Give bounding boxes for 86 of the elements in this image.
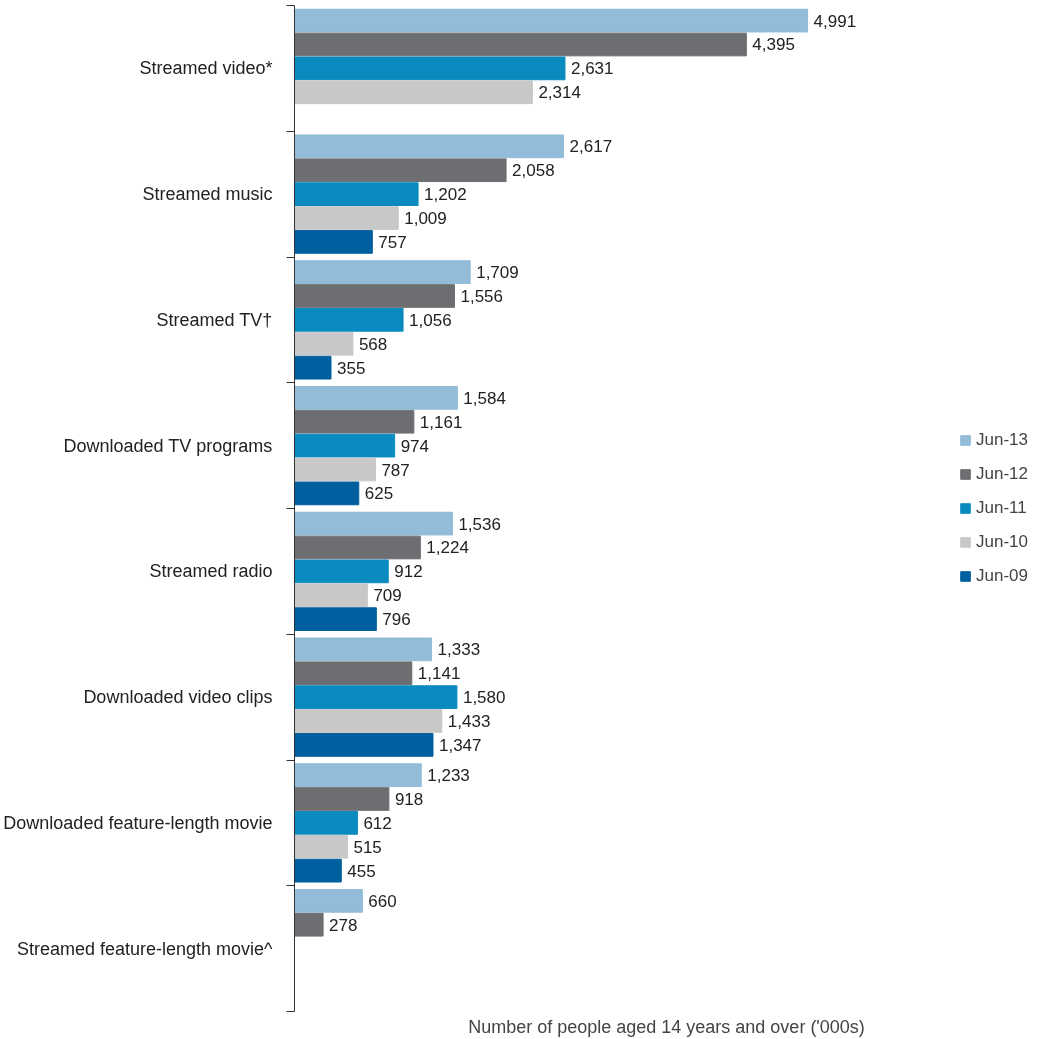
- bar: [294, 834, 348, 859]
- legend-label: Jun-11: [976, 498, 1027, 518]
- bar: [294, 284, 455, 308]
- data-label: 1,536: [458, 514, 501, 534]
- y-tick-label: Downloaded feature-length movie: [3, 812, 273, 833]
- x-axis-title: Number of people aged 14 years and over ('000s): [468, 1016, 865, 1037]
- data-label: 1,347: [438, 735, 482, 755]
- y-tick-label: Streamed TV†: [156, 309, 273, 330]
- data-label: 918: [394, 789, 424, 809]
- bar: [294, 481, 360, 506]
- data-label: 625: [364, 484, 394, 504]
- bar: [294, 260, 471, 284]
- data-label: 757: [378, 232, 407, 252]
- y-tick-label: Downloaded TV programs: [63, 435, 273, 456]
- data-label: 1,233: [427, 766, 470, 786]
- bar: [294, 811, 358, 835]
- bar: [294, 206, 399, 230]
- bar: [294, 583, 368, 608]
- data-label: 912: [394, 562, 423, 582]
- data-label: 1,333: [437, 640, 481, 660]
- data-label: 1,224: [426, 538, 469, 558]
- bar: [294, 888, 363, 913]
- data-label: 612: [363, 813, 392, 833]
- data-label: 660: [368, 891, 397, 911]
- data-label: 1,009: [404, 209, 447, 229]
- bar: [294, 433, 396, 458]
- bar: [294, 32, 747, 57]
- data-label: 355: [337, 358, 366, 378]
- bar: [294, 511, 453, 536]
- data-label: 787: [381, 460, 410, 480]
- data-label: 1,556: [460, 286, 504, 306]
- bar: [294, 685, 458, 709]
- y-tick-label: Streamed radio: [149, 561, 273, 582]
- data-label: 709: [373, 586, 402, 606]
- bar: [294, 308, 404, 332]
- y-tick-label: Streamed video*: [139, 58, 273, 79]
- bar: [294, 134, 565, 159]
- data-label: 1,709: [476, 263, 519, 283]
- data-label: 1,141: [417, 664, 461, 684]
- bar: [294, 355, 332, 380]
- data-label: 2,314: [538, 83, 581, 103]
- legend-label: Jun-13: [976, 430, 1028, 450]
- bar: [294, 607, 377, 632]
- data-label: 1,584: [463, 388, 506, 408]
- legend-label: Jun-09: [976, 566, 1028, 586]
- data-label: 4,991: [813, 11, 857, 31]
- data-label: 2,058: [512, 161, 555, 181]
- bar: [294, 637, 433, 662]
- y-tick-label: Streamed feature-length movie^: [16, 938, 274, 959]
- bar: [294, 763, 422, 787]
- bar: [294, 858, 342, 883]
- y-tick-label: Downloaded video clips: [83, 687, 273, 708]
- bar: [294, 385, 458, 410]
- bar: [294, 56, 566, 81]
- bar: [294, 182, 419, 206]
- data-label: 974: [400, 436, 430, 456]
- data-label: 568: [358, 334, 388, 354]
- bar: [294, 535, 421, 560]
- data-label: 4,395: [752, 35, 795, 55]
- bar: [294, 559, 389, 584]
- bar: [294, 80, 533, 105]
- data-label: 796: [382, 610, 411, 630]
- legend-label: Jun-12: [976, 464, 1028, 484]
- data-label: 1,161: [419, 412, 463, 432]
- y-tick-label: Streamed music: [142, 184, 273, 205]
- data-label: 2,631: [570, 59, 614, 79]
- bar: [294, 8, 809, 33]
- bar: [294, 787, 390, 811]
- bar: [294, 409, 415, 434]
- bar: [294, 331, 354, 356]
- data-label: 515: [353, 837, 382, 857]
- bar: [294, 912, 324, 937]
- data-label: 1,433: [447, 712, 491, 732]
- data-label: 455: [347, 861, 376, 881]
- bar: [294, 733, 434, 757]
- bar: [294, 457, 376, 482]
- bar: [294, 661, 413, 686]
- data-label: 1,056: [409, 310, 452, 330]
- data-label: 1,580: [462, 688, 506, 708]
- data-label: 278: [329, 915, 358, 935]
- data-label: 1,202: [424, 185, 467, 205]
- data-label: 2,617: [569, 137, 613, 157]
- bar: [294, 709, 443, 733]
- bar: [294, 158, 507, 183]
- legend-label: Jun-10: [976, 532, 1028, 552]
- bar: [294, 230, 373, 254]
